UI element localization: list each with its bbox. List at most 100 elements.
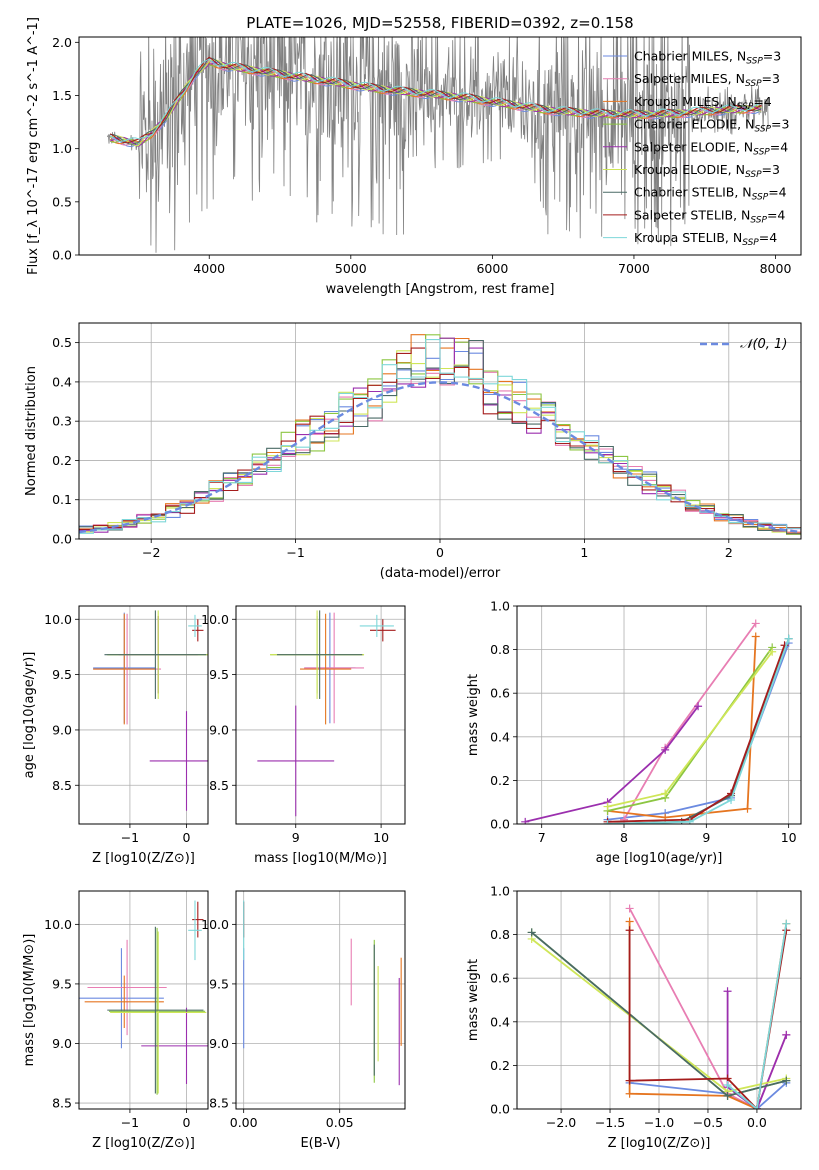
x-tick-label: −1.5 — [595, 1115, 625, 1130]
y-tick-label: 9.5 — [209, 976, 229, 991]
y-tick-label: 0.2 — [490, 1058, 510, 1073]
point-marker — [625, 917, 634, 926]
axes-frame — [235, 890, 406, 1110]
mass-weight-line-4 — [524, 705, 699, 823]
y-tick-label: 1.0 — [490, 599, 510, 614]
model-line-2 — [109, 62, 762, 145]
axes-frame — [516, 605, 802, 825]
y-tick-label: 8.5 — [209, 778, 229, 793]
legend-nssp: =3 — [763, 49, 781, 64]
y-tick-label: 9.5 — [52, 976, 72, 991]
plot-area-age_vs_Z — [93, 610, 208, 811]
mass-weight-line-1 — [623, 622, 757, 821]
x-tick-label: 0.0 — [747, 1115, 767, 1130]
point-marker — [752, 1105, 761, 1109]
mass-weight-line-0 — [607, 642, 790, 821]
legend-entry-1: Salpeter MILES, NSSP=3 — [634, 71, 780, 89]
plot-area-mass_vs_ebv — [243, 900, 402, 1086]
x-tick-label: 0.05 — [326, 1115, 354, 1130]
point-marker — [620, 815, 629, 824]
y-tick-label: 1.5 — [52, 88, 72, 103]
y-tick-label: 9.5 — [209, 667, 229, 682]
point-marker — [661, 789, 670, 798]
mass-weight-line-7 — [607, 644, 786, 823]
grid-age_vs_Z — [79, 606, 208, 824]
legend-label: Salpeter MILES, N — [634, 71, 745, 86]
y-axis-label: mass [log10(M/M⊙)] — [22, 934, 37, 1067]
y-tick-label: 0.8 — [490, 642, 510, 657]
y-tick-label: 1.0 — [490, 884, 510, 899]
panel-residuals: −2 −1 0 1 2 0.0 0.1 0.2 0.3 0.4 0.5 (data-model)/er… — [24, 322, 802, 581]
legend-nssp: =3 — [762, 162, 780, 177]
y-tick-label: 9.0 — [209, 1036, 229, 1051]
axes-frame — [235, 605, 406, 825]
legend-label: Salpeter ELODIE, N — [634, 139, 753, 154]
point-marker — [782, 919, 791, 928]
point-marker — [784, 634, 793, 643]
x-tick-label: 8 — [620, 830, 628, 845]
mass-weight-line-8 — [607, 638, 790, 824]
y-tick-label: 9.0 — [209, 722, 229, 737]
x-tick-label: 9 — [702, 830, 710, 845]
legend-subscript: SSP — [750, 215, 767, 225]
grid-mass_vs_Z — [79, 891, 208, 1109]
legend-subscript: SSP — [753, 147, 770, 157]
legend-label: Chabrier MILES, N — [634, 49, 746, 64]
x-tick-label: −2 — [142, 545, 160, 560]
x-tick-label: 7000 — [618, 261, 650, 276]
mass-weight-line-8 — [727, 923, 788, 1109]
point-marker — [727, 796, 736, 805]
y-tick-label: 0.3 — [52, 414, 72, 429]
x-tick-label: 0 — [183, 830, 191, 845]
y-tick-label: 0.0 — [52, 532, 72, 547]
legend-subscript: SSP — [745, 79, 762, 89]
legend-label: Salpeter STELIB, N — [634, 207, 750, 222]
point-marker — [723, 1091, 732, 1100]
point-marker — [751, 632, 760, 641]
x-axis-label: Z [log10(Z/Z⊙)] — [608, 1136, 711, 1151]
y-axis-label: age [log10(age/yr)] — [22, 652, 37, 779]
point-marker — [527, 928, 536, 937]
legend-nssp: =3 — [771, 117, 789, 132]
plot-area-residuals — [79, 334, 801, 538]
x-tick-label: −1.0 — [644, 1115, 674, 1130]
legend-entry-5: Kroupa ELODIE, NSSP=3 — [634, 162, 780, 180]
legend-entry-4: Salpeter ELODIE, NSSP=4 — [634, 139, 788, 157]
panel-massweight_vs_Z: −2.0 −1.5 −1.0 −0.5 0.0 0.0 0.2 0.4 0.6 0.8 1.0 Z [… — [466, 884, 802, 1151]
panel-massweight_vs_age: 7 8 9 10 0.0 0.2 0.4 0.6 0.8 1.0 age [log10(age/yr… — [466, 599, 802, 866]
x-tick-label: −2.0 — [546, 1115, 576, 1130]
point-marker — [661, 745, 670, 754]
x-tick-label: 10 — [373, 830, 389, 845]
x-axis-label: Z [log10(Z/Z⊙)] — [92, 851, 195, 866]
grid-mass_vs_ebv — [236, 891, 405, 1109]
y-tick-label: 0.2 — [490, 773, 510, 788]
point-marker — [768, 647, 777, 656]
legend-entry-8: Kroupa STELIB, NSSP=4 — [634, 230, 777, 248]
y-tick-label: 9.0 — [52, 1036, 72, 1051]
x-tick-label: −1 — [286, 545, 304, 560]
y-tick-label: 0.5 — [52, 194, 72, 209]
y-tick-label: 10.0 — [201, 917, 229, 932]
panel-age_vs_mass: 9 10 8.5 9.0 9.5 10.0 mass [log10(M/M⊙)] — [201, 605, 406, 866]
x-tick-label: −0.5 — [693, 1115, 723, 1130]
model-line-8 — [109, 58, 762, 142]
y-tick-label: 0.5 — [52, 335, 72, 350]
legend-nssp: =4 — [768, 185, 786, 200]
x-tick-label: 0 — [183, 1115, 191, 1130]
legend-label: Chabrier ELODIE, N — [634, 117, 754, 132]
legend-label: Kroupa ELODIE, N — [634, 162, 745, 177]
grid-massweight_vs_Z — [517, 890, 801, 1110]
x-tick-label: −1 — [121, 1115, 139, 1130]
figure-title: PLATE=1026, MJD=52558, FIBERID=0392, z=0… — [246, 14, 633, 32]
x-axis-label: age [log10(age/yr)] — [596, 851, 723, 866]
x-axis-label: E(B-V) — [300, 1136, 340, 1151]
point-marker — [751, 619, 760, 628]
y-tick-label: 10.0 — [201, 612, 229, 627]
y-tick-label: 10.0 — [44, 917, 72, 932]
x-tick-label: 7 — [538, 830, 546, 845]
legend-subscript: SSP — [742, 238, 759, 248]
panel-mass_vs_ebv: 0.00 0.05 8.5 9.0 9.5 10.0 E(B-V) — [201, 890, 406, 1151]
y-tick-label: 0.6 — [490, 686, 510, 701]
